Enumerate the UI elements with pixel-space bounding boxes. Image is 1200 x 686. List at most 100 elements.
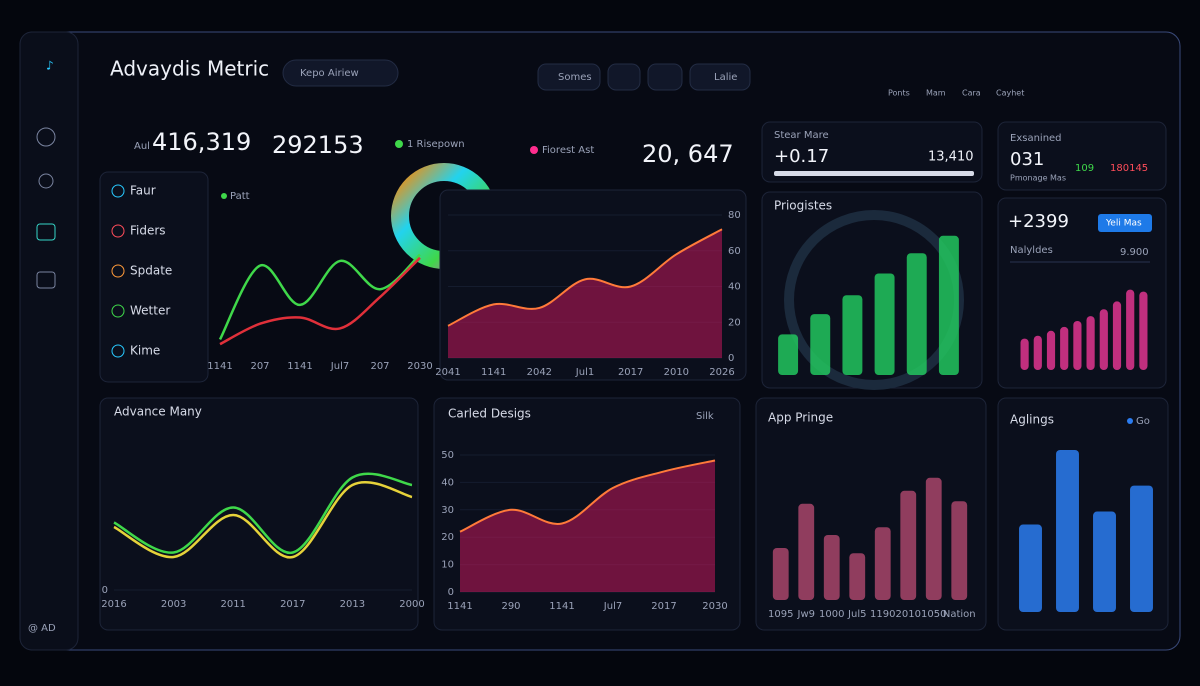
stat-count: 9.900 <box>1120 247 1149 258</box>
stat-value: +2399 <box>1008 211 1069 232</box>
x-tick-label: 2016 <box>101 599 126 610</box>
menu-item[interactable]: Kime <box>130 344 160 358</box>
stat-value: 292153 <box>272 131 364 159</box>
tab-label: Somes <box>558 72 592 83</box>
x-tick-label: Jul7 <box>603 601 622 612</box>
bar <box>1126 289 1135 370</box>
menu-icon <box>111 264 125 278</box>
chart-panel <box>99 397 419 631</box>
tab[interactable] <box>537 63 601 91</box>
x-tick-label: 2017 <box>618 367 643 378</box>
bar <box>1056 450 1079 612</box>
bar <box>1139 291 1148 370</box>
legend-dot <box>530 146 538 154</box>
bar <box>1073 321 1082 370</box>
y-tick-label: 20 <box>441 532 454 543</box>
nav-icon[interactable] <box>36 271 56 289</box>
x-tick-label: 2010 <box>664 367 689 378</box>
y-tick-label: 0 <box>102 585 108 596</box>
bar <box>874 527 891 600</box>
bar <box>938 235 959 375</box>
x-tick-label: Jul7 <box>330 361 349 372</box>
x-tick-label: 1141 <box>207 361 232 372</box>
bar <box>1086 316 1095 370</box>
stat-count: 13,410 <box>928 150 974 165</box>
bar <box>823 535 840 600</box>
legend-dot <box>1127 418 1133 424</box>
line <box>218 253 421 341</box>
legend-label: 1 Risepown <box>407 139 465 150</box>
stat-label: Nalyldes <box>1010 245 1053 256</box>
tab[interactable] <box>647 63 683 91</box>
bar <box>951 501 968 600</box>
x-tick-label: 2017 <box>651 601 676 612</box>
bar <box>1019 524 1042 612</box>
search[interactable] <box>282 59 399 87</box>
y-tick-label: 80 <box>728 210 741 221</box>
tab[interactable] <box>607 63 641 91</box>
line <box>113 472 413 554</box>
bar <box>906 253 927 375</box>
bar <box>1060 326 1069 370</box>
x-tick-label: Nation <box>943 609 976 620</box>
x-tick-label: 1141 <box>549 601 574 612</box>
bar <box>849 553 866 600</box>
bar <box>1112 301 1122 370</box>
x-tick-label: 2017 <box>280 599 305 610</box>
y-tick-label: 30 <box>441 505 454 516</box>
menu-panel <box>99 171 209 383</box>
menu-item[interactable]: Wetter <box>130 304 170 318</box>
x-tick-label: 1141 <box>447 601 472 612</box>
bar <box>1046 330 1056 370</box>
bar <box>1020 338 1029 370</box>
x-tick-label: Jul5 <box>847 609 866 620</box>
y-tick-label: 0 <box>728 353 734 364</box>
menu-icon <box>111 224 125 238</box>
nav-label: Cara <box>962 89 981 98</box>
stat-panel <box>761 121 983 183</box>
x-tick-label: 2026 <box>709 367 734 378</box>
legend-label: Patt <box>230 191 250 202</box>
menu-icon <box>111 184 125 198</box>
legend-dot <box>221 193 227 199</box>
nav-icon[interactable] <box>36 127 56 147</box>
stat-value: 20, 647 <box>642 140 734 168</box>
x-tick-label: 2041 <box>435 367 460 378</box>
bar <box>925 477 942 600</box>
chart-title: Advance Many <box>114 405 202 419</box>
x-tick-label: 1000 <box>819 609 844 620</box>
area-line <box>447 228 723 327</box>
stat-value: +0.17 <box>774 146 829 167</box>
menu-item[interactable]: Spdate <box>130 264 172 278</box>
stat-a: 109 <box>1075 163 1094 174</box>
stat-value: 416,319 <box>152 128 251 156</box>
tab-label: Lalie <box>714 72 737 83</box>
stat-label: Stear Mare <box>774 130 829 141</box>
x-tick-label: 207 <box>370 361 389 372</box>
x-tick-label: 2003 <box>161 599 186 610</box>
button[interactable] <box>1098 214 1152 232</box>
x-tick-label: 1141 <box>481 367 506 378</box>
menu-item[interactable]: Fiders <box>130 224 166 238</box>
x-tick-label: 2030 <box>702 601 727 612</box>
sidebar <box>19 31 79 651</box>
chart-button[interactable]: Silk <box>696 411 714 422</box>
bar <box>778 334 799 375</box>
menu-icon <box>111 344 125 358</box>
chart-title: Carled Desigs <box>448 407 531 421</box>
menu-item[interactable]: Faur <box>130 184 156 198</box>
button-label: Yeli Mas <box>1105 219 1142 229</box>
tab[interactable] <box>689 63 751 91</box>
legend-label: Fiorest Ast <box>542 145 594 156</box>
nav-icon[interactable] <box>38 173 54 189</box>
nav-icon[interactable] <box>36 223 56 241</box>
y-tick-label: 40 <box>728 282 741 293</box>
bar <box>842 295 863 375</box>
x-tick-label: 2010 <box>896 609 921 620</box>
x-tick-label: 207 <box>250 361 269 372</box>
stat-sub: Pmonage Mas <box>1010 174 1066 183</box>
x-tick-label: 2011 <box>220 599 245 610</box>
progress <box>774 171 974 176</box>
chart-title: App Pringe <box>768 411 833 425</box>
y-tick-label: 10 <box>441 560 454 571</box>
